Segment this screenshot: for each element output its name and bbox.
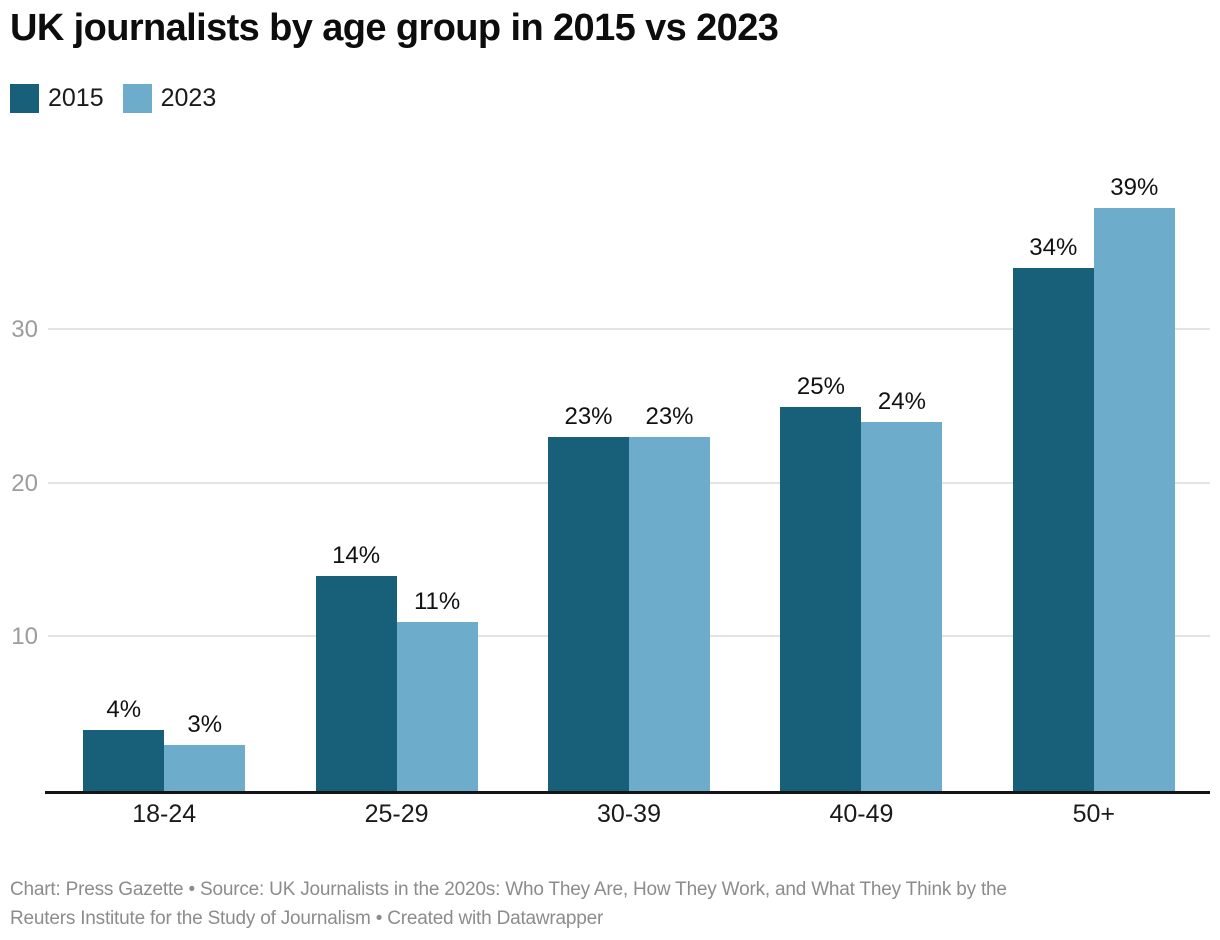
bars-layer: 4% 3% 14% 11% 23% 23% 25% 24% 34% 39% <box>48 176 1210 791</box>
legend: 2015 2023 <box>10 84 216 113</box>
bar-value-label: 25% <box>796 372 845 400</box>
y-tick-label: 10 <box>11 623 38 651</box>
x-axis-label: 50+ <box>1072 800 1116 828</box>
bar-group-18-24: 4% 3% <box>48 176 280 791</box>
bar-cell-2015-40-49: 25% <box>780 176 862 791</box>
legend-item-2015: 2015 <box>10 84 104 113</box>
bar-2023-18-24 <box>164 744 246 791</box>
bar-cell-2015-50+: 34% <box>1012 176 1094 791</box>
legend-item-2023: 2023 <box>122 84 217 113</box>
gridline <box>48 327 1210 330</box>
bar-group-30-39: 23% 23% <box>513 176 745 791</box>
bar-2023-40-49 <box>861 422 943 791</box>
bar-cell-2015-25-29: 14% <box>315 176 397 791</box>
plot-area: 10 20 30 4% 3% 14% 11% 23% 23% 25% 24% 34% 39% <box>10 176 1210 794</box>
bar-cell-2023-50+: 39% <box>1093 174 1175 791</box>
legend-label-2015: 2015 <box>48 84 104 112</box>
footer-line-1: Chart: Press Gazette • Source: UK Journa… <box>10 879 1007 900</box>
bar-2015-40-49 <box>780 406 862 791</box>
bar-cell-2023-40-49: 24% <box>861 176 943 791</box>
bar-cell-2023-25-29: 11% <box>396 176 478 791</box>
x-axis-line <box>45 791 1210 794</box>
x-axis-labels: 18-24 25-29 30-39 40-49 50+ <box>48 800 1210 829</box>
bar-group-50+: 34% 39% <box>978 176 1210 791</box>
x-axis-label: 40-49 <box>829 800 894 828</box>
bar-value-label: 39% <box>1110 174 1159 201</box>
bar-cell-2023-30-39: 23% <box>629 176 711 791</box>
chart-footer: Chart: Press Gazette • Source: UK Journa… <box>10 875 1210 933</box>
legend-label-2023: 2023 <box>160 84 217 112</box>
x-axis-label: 25-29 <box>364 800 429 828</box>
chart-title: UK journalists by age group in 2015 vs 2… <box>10 7 779 49</box>
bar-2015-18-24 <box>83 729 165 791</box>
bar-2023-50+ <box>1093 208 1175 791</box>
x-axis-label: 18-24 <box>132 800 197 828</box>
x-axis-label: 30-39 <box>597 800 661 828</box>
bar-2015-50+ <box>1012 268 1094 791</box>
y-tick-label: 20 <box>11 469 38 497</box>
bar-value-label: 23% <box>564 403 613 431</box>
bar-value-label: 23% <box>645 403 694 431</box>
bar-value-label: 34% <box>1029 234 1078 262</box>
y-axis-tick-labels: 10 20 30 <box>10 176 38 791</box>
bar-value-label: 3% <box>187 710 223 738</box>
bar-value-label: 14% <box>332 541 381 569</box>
bar-group-25-29: 14% 11% <box>280 176 512 791</box>
bar-cell-2023-18-24: 3% <box>164 176 246 791</box>
bar-2015-25-29 <box>315 575 397 791</box>
bar-value-label: 4% <box>106 695 142 723</box>
bar-group-40-49: 25% 24% <box>745 176 977 791</box>
y-tick-label: 30 <box>11 315 38 343</box>
bar-cell-2015-30-39: 23% <box>548 176 630 791</box>
bar-2023-25-29 <box>396 621 478 791</box>
bar-value-label: 24% <box>877 388 926 415</box>
legend-swatch-2023 <box>122 84 152 113</box>
bar-value-label: 11% <box>413 587 461 615</box>
bar-2023-30-39 <box>629 437 711 791</box>
footer-line-2: Reuters Institute for the Study of Journ… <box>10 908 604 929</box>
legend-swatch-2015 <box>10 84 39 113</box>
bar-cell-2015-18-24: 4% <box>83 176 165 791</box>
bar-2015-30-39 <box>548 437 630 791</box>
